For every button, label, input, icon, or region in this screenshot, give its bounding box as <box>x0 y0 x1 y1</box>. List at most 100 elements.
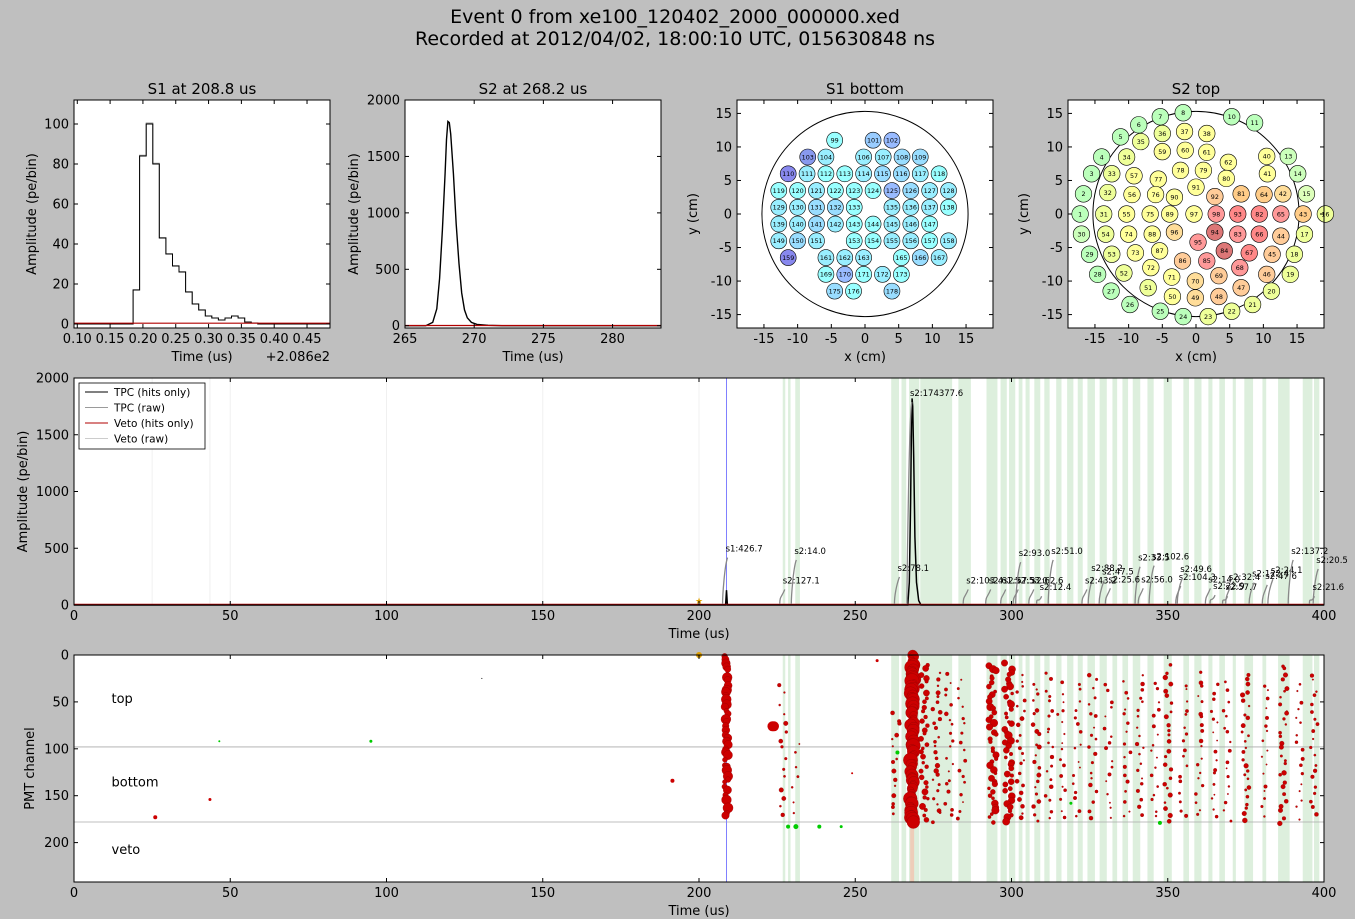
peak-label: s2:78.1 <box>897 564 929 574</box>
peak-band <box>1087 378 1095 605</box>
peak-band <box>1302 655 1313 882</box>
peak-arrow <box>779 589 786 604</box>
pmt-hit <box>1124 789 1127 793</box>
pmt-hit <box>1310 710 1314 714</box>
pmt-circle <box>826 131 843 149</box>
peak-arrow <box>1104 588 1111 604</box>
peak-arrow <box>1225 585 1232 604</box>
pmt-hit <box>947 770 950 773</box>
peak-label: s2:47.6 <box>1265 572 1297 582</box>
pmt-hit <box>946 789 951 794</box>
pmt-hit <box>1300 756 1305 761</box>
pmt-hit <box>1150 749 1153 752</box>
pmt-hit <box>1278 803 1284 809</box>
peak-label: s2:22.9 <box>1213 582 1245 592</box>
pmt-hit <box>1093 726 1096 729</box>
pmt-hit <box>991 780 998 788</box>
x-tick-label: 0 <box>861 332 869 347</box>
pmt-label: 38 <box>1203 130 1211 138</box>
pmt-circle <box>1272 227 1290 245</box>
tpc-boundary-circle <box>761 110 969 318</box>
pmt-hit <box>1031 804 1036 809</box>
pmt-hit <box>1247 704 1251 708</box>
pmt-hit <box>1246 672 1251 677</box>
pmt-hit <box>960 731 964 735</box>
pmt-hit <box>784 757 788 761</box>
pmt-label: 127 <box>924 187 936 195</box>
pmt-label: 91 <box>1192 183 1200 191</box>
pmt-hit <box>1122 742 1127 746</box>
pmt-label: 23 <box>1204 313 1212 321</box>
pmt-hit <box>986 683 992 690</box>
pmt-hit <box>1244 746 1248 750</box>
pmt-label: 108 <box>896 153 908 161</box>
pmt-label: 162 <box>839 254 851 262</box>
pmt-label: 74 <box>1125 230 1133 238</box>
pmt-label: 103 <box>802 153 814 161</box>
pmt-hit <box>1300 747 1305 752</box>
pmt-hit <box>1021 783 1025 788</box>
pmt-hit <box>1093 751 1098 756</box>
pmt-circle <box>940 232 957 250</box>
pmt-hit <box>961 705 964 708</box>
pmt-circle <box>817 249 835 266</box>
pmt-circle <box>864 215 882 233</box>
pmt-circle <box>902 232 920 250</box>
pmt-label: 64 <box>1260 191 1268 199</box>
pmt-hit <box>934 756 939 761</box>
pmt-circle <box>836 165 854 183</box>
pmt-hit <box>894 732 899 738</box>
pmt-circle <box>1153 124 1171 143</box>
pmt-hit <box>1211 717 1216 721</box>
pmt-hit <box>1284 686 1290 691</box>
y-tick-label: 1000 <box>36 485 69 500</box>
x-tick-label: 200 <box>687 886 712 901</box>
pmt-hit <box>1200 700 1204 704</box>
pmt-label: 34 <box>1123 153 1131 161</box>
pmt-label: 30 <box>1077 230 1085 238</box>
pmt-hit <box>1241 758 1245 762</box>
x-axis-label: Time (us) <box>667 904 729 919</box>
pmt-circle <box>817 148 835 166</box>
pmt-hit <box>1139 762 1143 765</box>
pmt-label: 16 <box>1321 210 1329 218</box>
y-tick-label: 1500 <box>36 428 69 443</box>
pmt-hit <box>1103 682 1108 687</box>
pmt-hit <box>1017 771 1022 776</box>
x-tick-label: 5 <box>895 332 903 347</box>
pmt-hit <box>926 796 930 801</box>
pmt-label: 111 <box>801 170 813 178</box>
pmt-hit <box>1167 792 1173 798</box>
pmt-hit <box>923 807 928 812</box>
pmt-hit <box>1015 722 1021 728</box>
pmt-label: 122 <box>829 187 841 195</box>
pmt-circle <box>1125 167 1143 185</box>
pmt-label: 170 <box>839 271 851 279</box>
pmt-circle <box>826 282 843 300</box>
pmt-hit <box>1032 712 1036 716</box>
x-tick-label: 0.25 <box>161 332 190 347</box>
pmt-hit <box>1260 805 1264 809</box>
pmt-circle <box>902 182 920 199</box>
pmt-hit <box>1263 684 1267 688</box>
pmt-hit <box>1102 726 1107 731</box>
pmt-label: 163 <box>858 254 870 262</box>
pmt-hit <box>944 711 949 717</box>
pmt-circle <box>845 282 862 300</box>
pmt-label: 2 <box>1081 190 1085 198</box>
pmt-hit <box>1200 744 1203 748</box>
pmt-hit <box>786 824 791 829</box>
pmt-circle <box>1206 187 1224 206</box>
pmt-hit <box>1107 741 1112 745</box>
pmt-label: 119 <box>773 187 785 195</box>
x-tick-label: -15 <box>1084 332 1105 347</box>
pmt-hit <box>1007 808 1013 814</box>
pmt-hit <box>932 797 936 801</box>
pmt-hit <box>1164 693 1170 698</box>
pmt-circle <box>921 182 938 199</box>
pmt-label: 48 <box>1215 293 1223 301</box>
pmt-hit <box>934 763 941 769</box>
peak-band <box>958 655 971 882</box>
pmt-label: 37 <box>1180 128 1188 136</box>
pmt-hit <box>1227 748 1232 753</box>
